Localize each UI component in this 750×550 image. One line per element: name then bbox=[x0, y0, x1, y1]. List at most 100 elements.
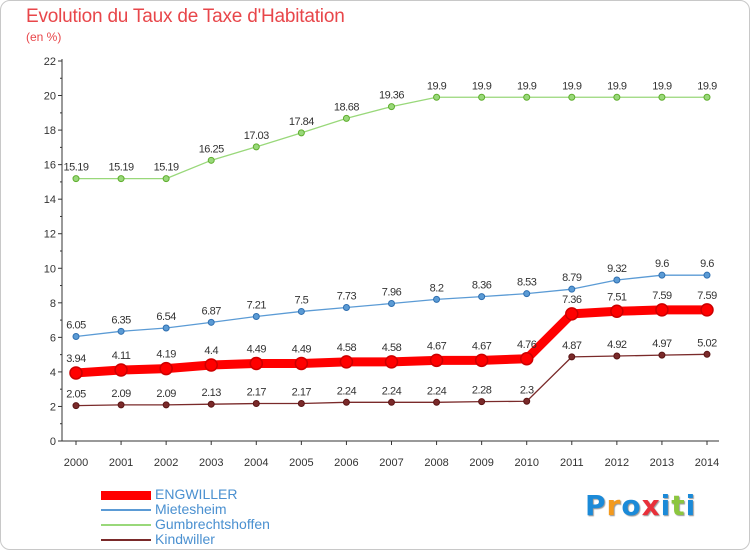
data-point bbox=[523, 290, 531, 298]
data-label: 8.79 bbox=[562, 272, 582, 284]
data-point bbox=[519, 352, 534, 366]
data-label: 4.67 bbox=[472, 340, 492, 352]
y-tick-label: 6 bbox=[50, 332, 56, 344]
data-point bbox=[613, 352, 621, 360]
data-point bbox=[252, 400, 260, 408]
chart-title: Evolution du Taux de Taxe d'Habitation bbox=[26, 6, 345, 27]
legend-swatch bbox=[101, 491, 151, 500]
data-point bbox=[159, 361, 173, 376]
data-point bbox=[658, 351, 666, 359]
data-label: 4.92 bbox=[607, 339, 627, 351]
data-label: 4.11 bbox=[112, 350, 131, 362]
x-tick-label: 2006 bbox=[334, 457, 358, 469]
data-label: 2.17 bbox=[292, 387, 312, 399]
data-label: 19.9 bbox=[652, 80, 672, 92]
data-label: 15.19 bbox=[63, 162, 88, 174]
x-tick-label: 2001 bbox=[109, 457, 133, 469]
data-point bbox=[72, 175, 80, 183]
data-label: 4.67 bbox=[427, 340, 447, 352]
y-tick-label: 18 bbox=[44, 125, 56, 137]
data-point bbox=[568, 285, 576, 293]
data-point bbox=[655, 303, 669, 317]
data-label: 4.19 bbox=[156, 349, 176, 361]
data-label: 7.36 bbox=[562, 294, 582, 306]
x-tick-label: 2013 bbox=[650, 457, 674, 469]
data-label: 7.21 bbox=[247, 299, 267, 311]
data-label: 2.24 bbox=[337, 385, 357, 397]
data-point bbox=[388, 103, 395, 111]
data-point bbox=[249, 356, 264, 371]
data-label: 2.24 bbox=[382, 385, 402, 397]
data-point bbox=[658, 93, 666, 101]
proxiti-logo: Proxiti bbox=[585, 489, 696, 522]
legend-label: Mietesheim bbox=[155, 501, 227, 517]
x-tick-label: 2007 bbox=[379, 457, 403, 469]
data-point bbox=[429, 353, 444, 368]
data-label: 7.59 bbox=[697, 290, 717, 302]
data-label: 16.25 bbox=[199, 143, 224, 155]
data-point bbox=[568, 353, 576, 361]
data-point bbox=[342, 398, 350, 406]
data-label: 4.58 bbox=[382, 342, 402, 354]
data-label: 19.36 bbox=[379, 90, 404, 102]
data-point bbox=[565, 307, 579, 321]
data-label: 19.9 bbox=[697, 80, 717, 92]
data-label: 4.87 bbox=[562, 340, 582, 352]
data-label: 2.24 bbox=[427, 385, 447, 397]
y-tick-label: 14 bbox=[44, 194, 56, 206]
y-tick-label: 16 bbox=[44, 160, 56, 172]
data-point bbox=[388, 398, 395, 406]
x-tick-label: 2012 bbox=[605, 457, 629, 469]
data-point bbox=[207, 156, 215, 164]
data-label: 9.32 bbox=[607, 263, 627, 275]
data-point bbox=[117, 401, 125, 409]
data-point bbox=[478, 293, 486, 301]
data-point bbox=[117, 327, 125, 335]
data-point bbox=[342, 114, 350, 122]
data-point bbox=[162, 175, 170, 183]
data-label: 4.76 bbox=[517, 339, 537, 351]
data-label: 4.4 bbox=[204, 345, 218, 357]
data-label: 2.05 bbox=[66, 389, 86, 401]
y-tick-label: 4 bbox=[50, 367, 56, 379]
data-point bbox=[162, 324, 170, 332]
data-label: 3.94 bbox=[66, 353, 86, 365]
data-point bbox=[700, 303, 714, 317]
y-tick-label: 20 bbox=[44, 91, 56, 103]
data-label: 7.73 bbox=[337, 290, 357, 302]
data-label: 7.59 bbox=[652, 290, 672, 302]
data-point bbox=[613, 276, 621, 284]
data-point bbox=[252, 143, 260, 151]
data-label: 2.3 bbox=[520, 384, 534, 396]
logo-letter: x bbox=[641, 489, 661, 522]
data-label: 9.6 bbox=[655, 258, 669, 270]
data-point bbox=[433, 398, 441, 406]
data-label: 17.84 bbox=[289, 116, 314, 128]
y-tick-label: 8 bbox=[50, 298, 56, 310]
data-label: 4.58 bbox=[337, 342, 357, 354]
data-label: 6.87 bbox=[202, 305, 222, 317]
data-point bbox=[162, 401, 170, 409]
legend-label: Gumbrechtshoffen bbox=[155, 516, 270, 532]
data-label: 2.17 bbox=[247, 387, 267, 399]
data-point bbox=[252, 312, 260, 320]
x-tick-label: 2011 bbox=[560, 457, 584, 469]
data-label: 2.13 bbox=[202, 387, 222, 399]
data-point bbox=[297, 400, 305, 408]
data-point bbox=[568, 93, 576, 101]
logo-letter: P bbox=[585, 489, 607, 522]
data-point bbox=[703, 93, 711, 101]
data-point bbox=[478, 398, 486, 406]
data-label: 2.09 bbox=[156, 388, 176, 400]
x-tick-label: 2005 bbox=[289, 457, 313, 469]
legend-label: ENGWILLER bbox=[155, 486, 238, 502]
x-tick-label: 2009 bbox=[469, 457, 493, 469]
data-label: 4.49 bbox=[292, 343, 312, 355]
y-tick-label: 10 bbox=[44, 263, 56, 275]
data-point bbox=[69, 366, 83, 380]
y-tick-label: 22 bbox=[44, 56, 56, 68]
data-label: 6.54 bbox=[156, 311, 176, 323]
logo-letter: t bbox=[671, 489, 686, 522]
data-point bbox=[207, 400, 215, 408]
